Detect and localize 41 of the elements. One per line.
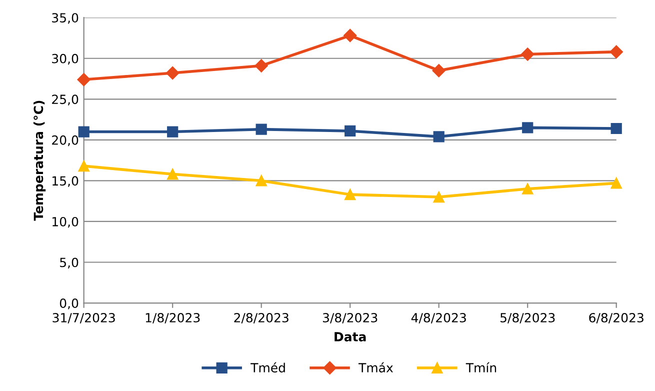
legend-label: Tméd [250, 362, 285, 372]
point [166, 66, 180, 80]
point [344, 125, 356, 137]
y-tick-label: 5,0 [60, 258, 78, 268]
x-tick-label: 2/8/2023 [234, 312, 288, 324]
x-axis-title: Data [334, 332, 366, 342]
y-axis-title: Temperatura (°C) [34, 100, 46, 221]
point [344, 189, 356, 200]
point [610, 178, 622, 189]
point [521, 48, 534, 61]
point [522, 122, 534, 134]
point [522, 183, 534, 194]
point [77, 72, 90, 86]
x-tick-label: 1/8/2023 [146, 312, 200, 324]
point [344, 28, 357, 42]
point [433, 131, 444, 142]
point [610, 122, 622, 134]
x-tick-label: 5/8/2023 [500, 312, 555, 324]
y-tick-label: 35,0 [52, 13, 78, 24]
y-tick-label: 0,0 [60, 298, 78, 310]
x-tick-label: 6/8/2023 [589, 312, 644, 324]
x-tick-label: 4/8/2023 [411, 312, 466, 324]
y-tick-label: 20,0 [52, 135, 78, 146]
point [167, 168, 178, 180]
point [167, 126, 178, 138]
legend-label: Tmín [466, 362, 496, 372]
point [78, 126, 90, 138]
y-tick-label: 10,0 [52, 216, 78, 228]
point [610, 45, 623, 58]
y-tick-label: 25,0 [52, 94, 78, 106]
point [256, 175, 267, 186]
point [433, 191, 444, 203]
point [78, 160, 90, 172]
point [254, 59, 268, 72]
y-tick-label: 15,0 [52, 176, 78, 187]
x-tick-label: 31/7/2023 [52, 312, 115, 324]
y-tick-label: 30,0 [52, 54, 78, 65]
point [432, 64, 446, 78]
x-tick-label: 3/8/2023 [322, 312, 378, 324]
legend-label: Tmáx [358, 362, 393, 372]
point [256, 124, 267, 135]
